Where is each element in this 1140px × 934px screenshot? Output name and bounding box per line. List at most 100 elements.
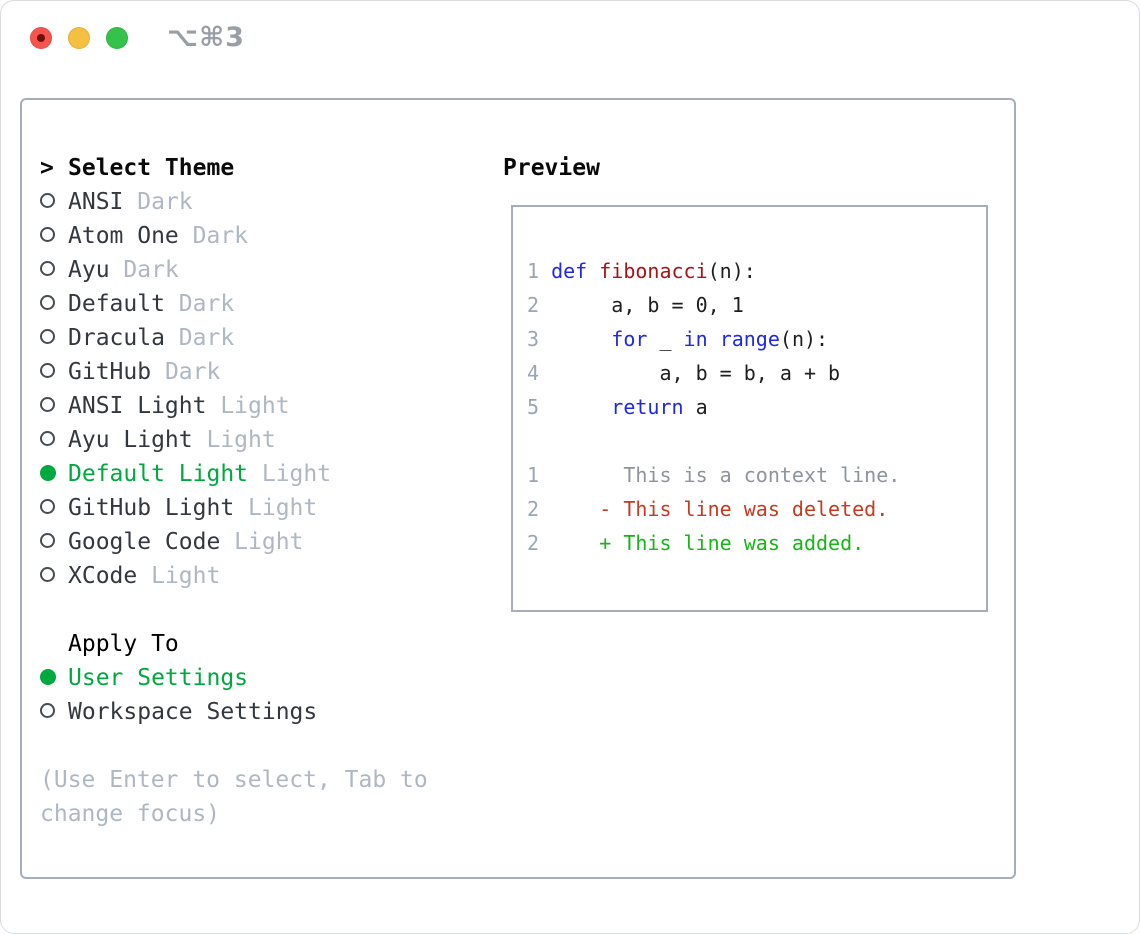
preview-code-line: 4 a, b = b, a + b [527, 356, 986, 390]
help-text: (Use Enter to select, Tab to change focu… [40, 763, 428, 831]
close-button[interactable] [30, 27, 52, 49]
radio-icon [40, 567, 55, 582]
apply-option-workspace-settings[interactable]: Workspace Settings [40, 695, 428, 729]
theme-list: ANSI Dark Atom One Dark Ayu Dark Default Dark Dr… [40, 185, 428, 593]
option-variant-tag: Dark [178, 291, 235, 317]
option-variant-tag: Dark [123, 257, 179, 283]
theme-option-google-code[interactable]: Google Code Light [40, 525, 428, 559]
line-number: 2 [527, 293, 540, 317]
theme-option-github[interactable]: GitHub Dark [40, 355, 428, 389]
preview-title: Preview [503, 155, 600, 181]
select-theme-header: > Select Theme [40, 151, 428, 185]
option-label: Default Light [68, 461, 249, 487]
preview-code-line: 2 + This line was added. [527, 526, 986, 560]
theme-option-dracula[interactable]: Dracula Dark [40, 321, 428, 355]
theme-option-ansi[interactable]: ANSI Dark [40, 185, 428, 219]
option-label: Google Code [68, 529, 221, 555]
theme-option-ayu[interactable]: Ayu Dark [40, 253, 428, 287]
radio-icon [40, 227, 55, 242]
code-token-keyword: return [611, 395, 684, 419]
theme-option-xcode[interactable]: XCode Light [40, 559, 428, 593]
option-variant-tag: Dark [178, 325, 235, 351]
radio-icon [40, 499, 55, 514]
code-token-plain: (n): [707, 259, 756, 283]
focus-cursor-icon: > [40, 155, 54, 181]
preview-code-line: 2 - This line was deleted. [527, 492, 986, 526]
titlebar: ⌥⌘3 [1, 1, 1139, 75]
code-token-context: This is a context line. [539, 463, 901, 487]
option-label: ANSI Light [68, 393, 207, 419]
help-line-1: (Use Enter to select, Tab to [40, 767, 428, 793]
option-variant-tag: Dark [137, 189, 193, 215]
radio-selected-icon [40, 668, 56, 685]
radio-icon [40, 533, 55, 548]
preview-code-line: 2 a, b = 0, 1 [527, 288, 986, 322]
code-token-deleted: - This line was deleted. [539, 497, 889, 521]
code-token-plain [708, 327, 720, 351]
preview-code-line: 3 for _ in range(n): [527, 322, 986, 356]
zoom-button[interactable] [106, 27, 128, 49]
line-number: 3 [527, 327, 540, 351]
theme-option-ansi-light[interactable]: ANSI Light Light [40, 389, 428, 423]
line-number: 5 [527, 395, 540, 419]
radio-icon [40, 363, 55, 378]
apply-to-header: Apply To [40, 627, 428, 661]
code-token-plain: _ [647, 327, 684, 351]
radio-icon [40, 329, 55, 344]
radio-icon [40, 431, 55, 446]
theme-option-atom-one[interactable]: Atom One Dark [40, 219, 428, 253]
option-variant-tag: Light [206, 427, 276, 453]
apply-to-spacer [40, 627, 68, 661]
theme-option-github-light[interactable]: GitHub Light Light [40, 491, 428, 525]
radio-selected-icon [40, 464, 56, 481]
option-label: ANSI [68, 189, 124, 215]
preview-code-line: 1 def fibonacci(n): [527, 254, 986, 288]
preview-code-line: 1 This is a context line. [527, 458, 986, 492]
apply-option-user-settings[interactable]: User Settings [40, 661, 428, 695]
option-label: Ayu Light [68, 427, 193, 453]
line-number: 1 [527, 259, 540, 283]
theme-option-default-light[interactable]: Default Light Light [40, 457, 428, 491]
preview-code-line [527, 424, 986, 458]
radio-icon [40, 193, 55, 208]
code-token-plain: (n): [779, 327, 829, 351]
code-token-keyword: def [551, 259, 588, 283]
code-token-added: + This line was added. [539, 531, 865, 555]
code-token-plain: a [683, 395, 708, 419]
window-title-shortcut: ⌥⌘3 [167, 22, 245, 53]
code-token-plain: a, b = 0, 1 [539, 293, 744, 317]
code-token-function: fibonacci [599, 259, 708, 283]
help-line-2: change focus) [40, 801, 221, 827]
code-token-keyword: in [683, 327, 708, 351]
code-token-keyword: range [719, 327, 780, 351]
radio-icon [40, 261, 55, 276]
option-variant-tag: Light [234, 529, 304, 555]
line-number: 1 [527, 463, 540, 487]
theme-option-default[interactable]: Default Dark [40, 287, 428, 321]
code-token-keyword: for [611, 327, 648, 351]
theme-select-column: > Select Theme ANSI Dark Atom One Dark Ayu Dar… [40, 151, 428, 831]
code-token-plain [587, 259, 599, 283]
option-variant-tag: Light [248, 495, 318, 521]
option-variant-tag: Dark [164, 359, 221, 385]
line-number: 4 [527, 361, 540, 385]
option-label: Atom One [68, 223, 179, 249]
option-variant-tag: Light [261, 461, 332, 487]
select-theme-title: Select Theme [68, 155, 235, 181]
code-token-plain [539, 327, 611, 351]
option-label: Workspace Settings [68, 699, 318, 725]
code-token-plain: a, b = b, a + b [539, 361, 841, 385]
option-label: Dracula [68, 325, 165, 351]
radio-icon [40, 295, 55, 310]
option-label: GitHub Light [68, 495, 235, 521]
radio-icon [40, 397, 55, 412]
theme-option-ayu-light[interactable]: Ayu Light Light [40, 423, 428, 457]
option-variant-tag: Dark [192, 223, 249, 249]
line-number: 2 [527, 497, 540, 521]
close-dot-icon [37, 34, 45, 42]
option-label: GitHub [68, 359, 152, 385]
minimize-button[interactable] [68, 27, 90, 49]
